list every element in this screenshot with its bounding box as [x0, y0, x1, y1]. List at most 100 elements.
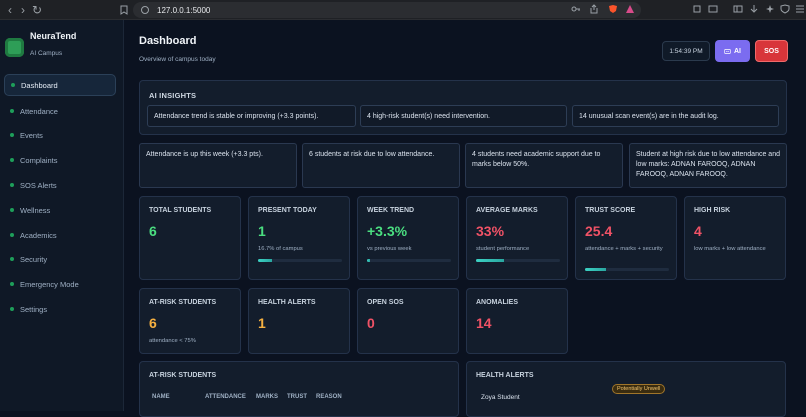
- sidebar-item-label: Settings: [20, 304, 48, 314]
- stat-value: +3.3%: [367, 223, 408, 239]
- stat-label: TOTAL STUDENTS: [149, 207, 212, 214]
- stat-value: 1: [258, 315, 266, 331]
- sidebar-item-wellness[interactable]: Wellness: [4, 199, 116, 221]
- stat-value: 6: [149, 315, 157, 331]
- sidebar-item-emergency-mode[interactable]: Emergency Mode: [4, 273, 116, 295]
- bullet-icon: [10, 233, 14, 237]
- forward-icon[interactable]: ›: [21, 3, 25, 17]
- sidebar-item-academics[interactable]: Academics: [4, 224, 116, 246]
- sidebar-item-label: Security: [20, 254, 48, 264]
- stat-trust-score: TRUST SCORE 25.4 attendance + marks + se…: [575, 196, 677, 280]
- sidebar-item-label: Wellness: [20, 205, 51, 215]
- bullet-icon: [10, 133, 14, 137]
- wallet-icon[interactable]: [708, 4, 718, 14]
- health-alerts-panel: HEALTH ALERTS Zoya Student Potentially U…: [466, 361, 786, 417]
- sidebar-item-sos-alerts[interactable]: SOS Alerts: [4, 174, 116, 196]
- address-bar[interactable]: 127.0.0.1:5000: [133, 2, 641, 18]
- column-header[interactable]: REASON: [316, 394, 342, 400]
- back-icon[interactable]: ‹: [8, 3, 12, 17]
- section-title: AT-RISK STUDENTS: [149, 372, 217, 379]
- stat-value: 6: [149, 223, 157, 239]
- ai-insights-title: AI INSIGHTS: [149, 91, 197, 100]
- column-header[interactable]: ATTENDANCE: [205, 394, 246, 400]
- status-badge: Potentially Unwell: [612, 384, 666, 394]
- stat-present-today: PRESENT TODAY 1 16.7% of campus: [248, 196, 350, 280]
- bullet-icon: [10, 109, 14, 113]
- page-title: Dashboard: [139, 35, 197, 47]
- stat-note: attendance + marks + security: [585, 246, 663, 252]
- progress-bar: [585, 268, 669, 271]
- brave-shield-icon[interactable]: [608, 4, 618, 14]
- menu-icon[interactable]: [795, 4, 805, 14]
- stat-week-trend: WEEK TREND +3.3% vs previous week: [357, 196, 459, 280]
- sidebar-item-complaints[interactable]: Complaints: [4, 149, 116, 171]
- sos-button[interactable]: SOS: [755, 40, 788, 62]
- stat-label: HEALTH ALERTS: [258, 299, 316, 306]
- bullet-icon: [10, 257, 14, 261]
- stat-label: TRUST SCORE: [585, 207, 636, 214]
- stat-value: 0: [367, 315, 375, 331]
- sidebar-item-settings[interactable]: Settings: [4, 298, 116, 320]
- ai-button[interactable]: AI: [715, 40, 750, 62]
- bullet-icon: [10, 183, 14, 187]
- stat-high-risk: HIGH RISK 4 low marks + low attendance: [684, 196, 786, 280]
- stat-value: 25.4: [585, 223, 613, 239]
- sidebar-item-attendance[interactable]: Attendance: [4, 100, 116, 122]
- column-header[interactable]: TRUST: [287, 394, 307, 400]
- sidebar-item-label: Academics: [20, 230, 57, 240]
- bullet-icon: [10, 158, 14, 162]
- bullet-icon: [11, 83, 15, 87]
- brand-subtitle: AI Campus: [30, 50, 63, 57]
- sidebar-item-events[interactable]: Events: [4, 124, 116, 146]
- clock: 1:54:39 PM: [662, 41, 710, 61]
- stat-value: 4: [694, 223, 702, 239]
- extensions-icon[interactable]: [692, 4, 702, 14]
- bullet-icon: [10, 282, 14, 286]
- leo-ai-icon[interactable]: [765, 4, 775, 14]
- key-icon[interactable]: [571, 4, 581, 14]
- share-icon[interactable]: [589, 4, 599, 14]
- insight-card: Attendance is up this week (+3.3 pts).: [139, 143, 297, 188]
- app-logo: [5, 38, 24, 57]
- stat-label: ANOMALIES: [476, 299, 518, 306]
- sidebar-item-security[interactable]: Security: [4, 248, 116, 270]
- insight-card: Student at high risk due to low attendan…: [629, 143, 787, 188]
- sidebar: NeuraTend AI Campus Dashboard Attendance…: [0, 20, 124, 411]
- brand-name: NeuraTend: [30, 31, 77, 41]
- reload-icon[interactable]: ↻: [31, 3, 43, 17]
- stat-label: OPEN SOS: [367, 299, 404, 306]
- column-header[interactable]: MARKS: [256, 394, 278, 400]
- site-info-icon[interactable]: [141, 6, 149, 14]
- stat-anomalies: ANOMALIES 14: [466, 288, 568, 354]
- progress-bar: [258, 259, 342, 262]
- bookmark-icon[interactable]: [116, 2, 132, 18]
- insight-card: 6 students at risk due to low attendance…: [302, 143, 460, 188]
- rewards-icon[interactable]: [625, 4, 635, 14]
- progress-bar: [367, 259, 451, 262]
- sidebar-toggle-icon[interactable]: [733, 4, 743, 14]
- column-header[interactable]: NAME: [152, 394, 170, 400]
- insight-chip: 14 unusual scan event(s) are in the audi…: [572, 105, 779, 127]
- insight-card: 4 students need academic support due to …: [465, 143, 623, 188]
- bullet-icon: [10, 208, 14, 212]
- ai-button-label: AI: [734, 47, 741, 55]
- stat-value: 14: [476, 315, 492, 331]
- stat-note: attendance < 75%: [149, 338, 196, 344]
- download-icon[interactable]: [749, 4, 759, 14]
- main-content: Dashboard Overview of campus today 1:54:…: [125, 20, 806, 417]
- sidebar-item-label: Complaints: [20, 155, 58, 165]
- sidebar-item-label: Dashboard: [21, 80, 58, 90]
- stat-note: 16.7% of campus: [258, 246, 303, 252]
- vpn-icon[interactable]: [780, 4, 790, 14]
- ai-icon: [724, 48, 731, 54]
- stat-label: AT-RISK STUDENTS: [149, 299, 217, 306]
- sidebar-item-dashboard[interactable]: Dashboard: [4, 74, 116, 96]
- stat-value: 33%: [476, 223, 505, 239]
- sidebar-item-label: Emergency Mode: [20, 279, 79, 289]
- stat-average-marks: AVERAGE MARKS 33% student performance: [466, 196, 568, 280]
- stat-label: PRESENT TODAY: [258, 207, 317, 214]
- stat-health-alerts: HEALTH ALERTS 1: [248, 288, 350, 354]
- insight-chip: 4 high-risk student(s) need intervention…: [360, 105, 567, 127]
- stat-note: student performance: [476, 246, 530, 252]
- section-title: HEALTH ALERTS: [476, 372, 534, 379]
